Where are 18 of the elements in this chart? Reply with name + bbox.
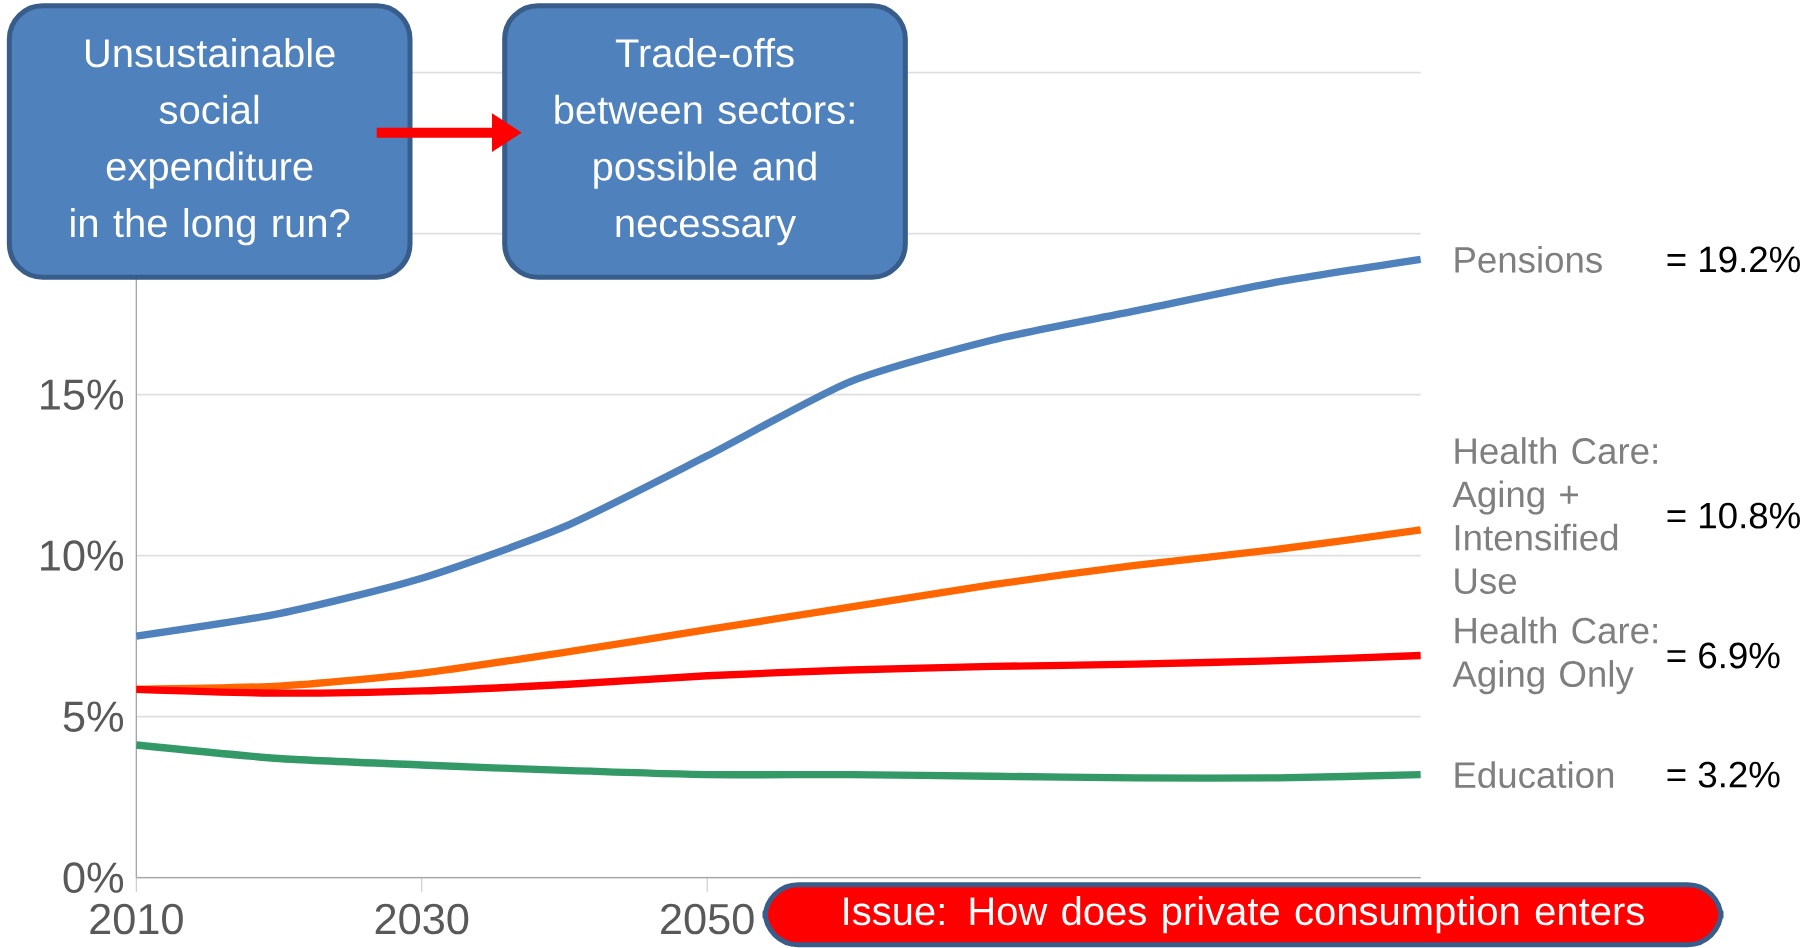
y-tick-label: 5% (63, 701, 124, 732)
y-tick-label: 10% (41, 540, 124, 572)
text: = 6.9% (1667, 642, 1780, 669)
text: Issue: How does private consumption enters (844, 896, 1644, 934)
x-tick-label: 2010 (90, 903, 183, 935)
series-label: Health Care: Aging + Intensified Use (1452, 437, 1657, 595)
text: = 19.2% (1667, 246, 1800, 273)
series-label: Education (1455, 761, 1614, 789)
annotation: Unsustainable social expenditure in the long run? (71, 38, 350, 246)
text: = 10.8% (1667, 502, 1800, 529)
series-label: Health Care: Aging Only (1452, 616, 1657, 695)
y-tick-label: 15% (41, 379, 124, 410)
x-tick-label: 2030 (375, 903, 469, 935)
series-label: Pensions (1455, 245, 1602, 273)
x-tick-label: 2050 (661, 903, 754, 935)
annotation: Trade-offs between sectors: possible and necessary (555, 38, 854, 246)
y-tick-label: 0% (63, 862, 124, 894)
text: = 3.2% (1667, 761, 1780, 788)
